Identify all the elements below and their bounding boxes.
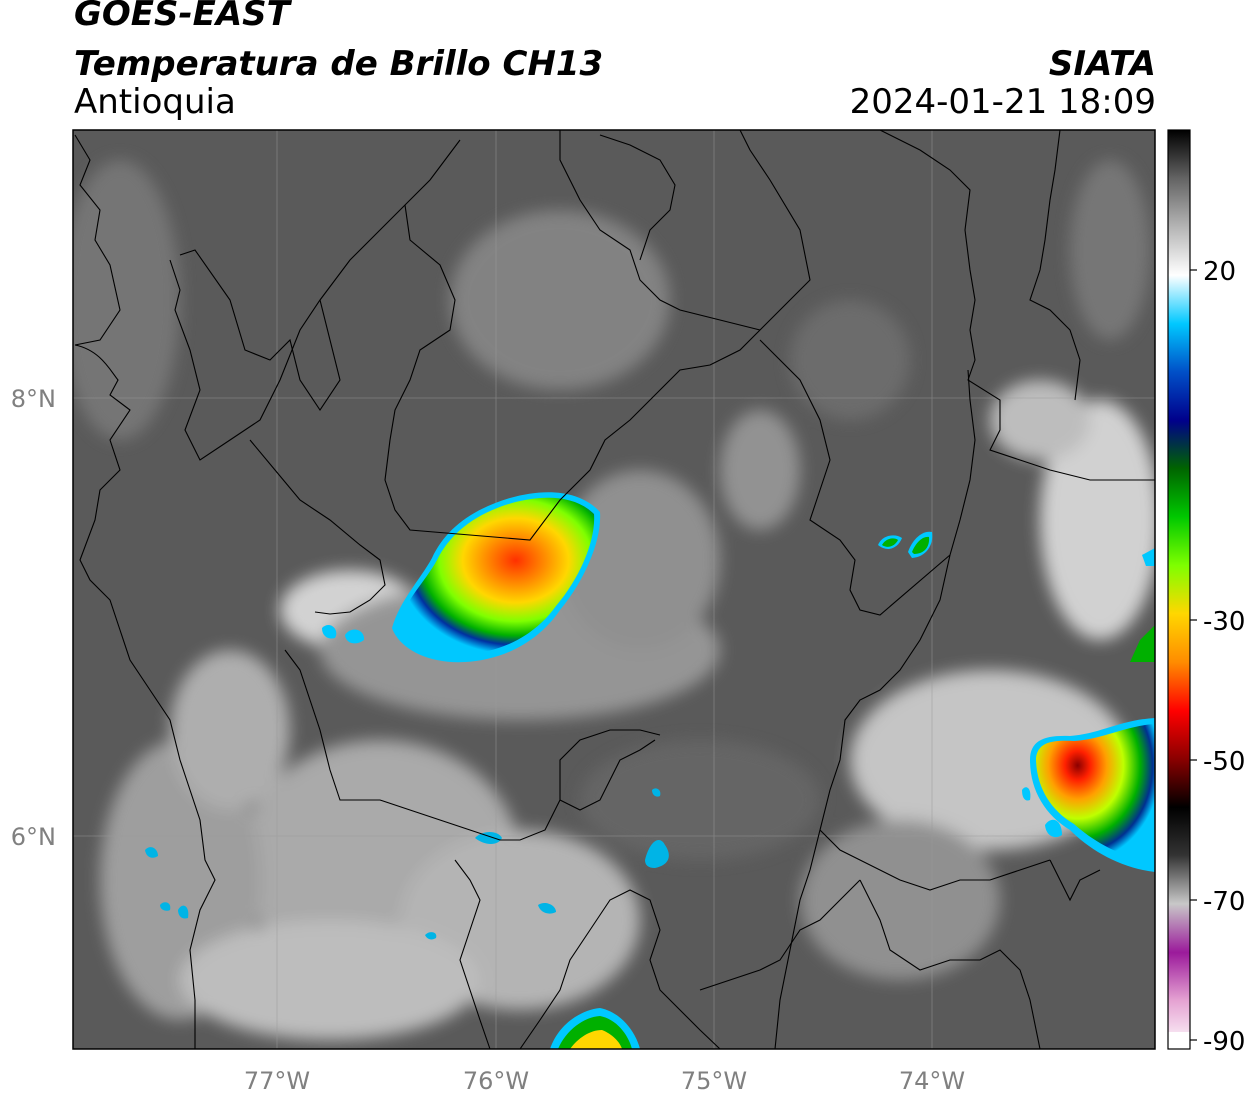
- colorbar-label-minus70: -70: [1203, 887, 1245, 917]
- datetime-label: 2024-01-21 18:09: [849, 82, 1156, 122]
- colorbar-label-minus50: -50: [1203, 747, 1245, 777]
- storm-cell-main: [392, 492, 601, 663]
- region-label: Antioquia: [74, 82, 236, 122]
- colorbar: 20 -30 -50 -70 -90: [1167, 129, 1245, 1057]
- cloud-field: [73, 160, 1155, 1040]
- colorbar-frame: [1167, 129, 1191, 1050]
- colorbar-label-minus90: -90: [1203, 1027, 1245, 1057]
- map-imagery: [73, 130, 1155, 1049]
- lon-tick-76w: 76°W: [463, 1067, 529, 1095]
- lat-tick-8n: 8°N: [11, 385, 56, 413]
- colorbar-bar: [1168, 130, 1190, 1049]
- product-title: Temperatura de Brillo CH13: [74, 44, 604, 84]
- storm-cell-south: [550, 1008, 640, 1049]
- storm-cell-east: [1030, 625, 1155, 872]
- boundaries: [74, 130, 1155, 1049]
- colorbar-white-cap: [1168, 1032, 1190, 1049]
- lat-tick-6n: 6°N: [11, 823, 56, 851]
- lon-tick-74w: 74°W: [899, 1067, 965, 1095]
- colorbar-label-minus30: -30: [1203, 607, 1245, 637]
- organization-label: SIATA: [1048, 44, 1156, 84]
- lon-tick-labels: 77°W 76°W 75°W 74°W: [244, 1067, 965, 1095]
- map-frame: [72, 129, 1156, 1050]
- small-cells: [145, 531, 1155, 940]
- lon-tick-77w: 77°W: [244, 1067, 310, 1095]
- lat-tick-labels: 8°N 6°N: [11, 385, 56, 851]
- satellite-title: GOES-EAST: [74, 0, 290, 34]
- colorbar-label-20: 20: [1203, 257, 1236, 287]
- lon-tick-75w: 75°W: [681, 1067, 747, 1095]
